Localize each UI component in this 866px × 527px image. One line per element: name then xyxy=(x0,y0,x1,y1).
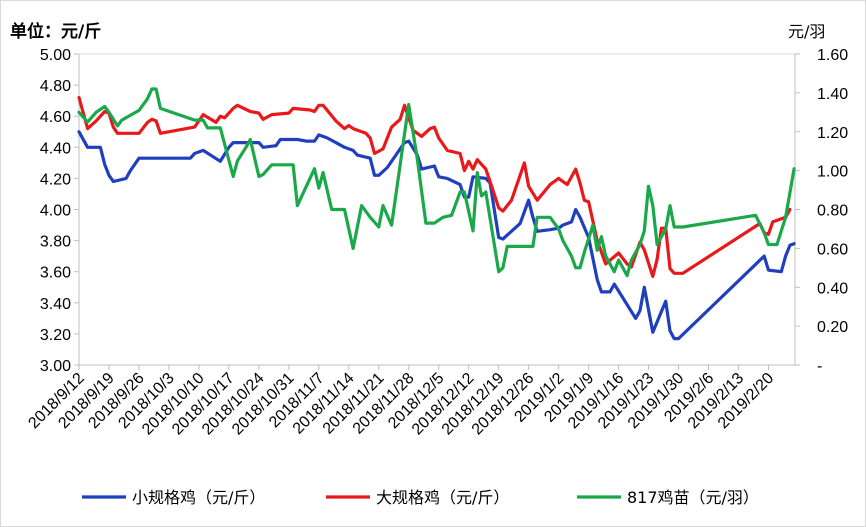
right-tick-label: 0.20 xyxy=(817,319,848,336)
right-axis-unit: 元/羽 xyxy=(788,22,825,41)
series-layer xyxy=(77,87,796,341)
left-axis-unit: 单位：元/斤 xyxy=(10,21,101,42)
right-tick-label: - xyxy=(817,358,822,375)
right-tick-label: 1.60 xyxy=(817,47,848,64)
left-tick-label: 3.40 xyxy=(40,296,71,313)
left-tick-label: 3.60 xyxy=(40,265,71,282)
left-tick-label: 3.80 xyxy=(40,234,71,251)
left-tick-label: 4.00 xyxy=(40,203,71,220)
legend-label-2: 大规格鸡（元/斤） xyxy=(376,488,509,507)
left-tick-label: 5.00 xyxy=(40,47,71,64)
left-tick-label: 3.00 xyxy=(40,358,71,375)
left-y-axis: 3.00 3.20 3.40 3.60 3.80 4.00 4.20 4.40 4.60 4.80… xyxy=(40,47,80,375)
legend-label-1: 小规格鸡（元/斤） xyxy=(132,488,265,507)
x-axis: 2018/9/122018/9/192018/9/262018/10/32018… xyxy=(25,364,795,438)
right-tick-label: 1.20 xyxy=(817,125,848,142)
left-tick-label: 3.20 xyxy=(40,327,71,344)
left-tick-label: 4.40 xyxy=(40,140,71,157)
right-tick-label: 0.40 xyxy=(817,280,848,297)
series-line-3 xyxy=(77,87,796,278)
left-tick-label: 4.80 xyxy=(40,78,71,95)
series-line-1 xyxy=(77,130,796,341)
legend: 小规格鸡（元/斤） 大规格鸡（元/斤） 817鸡苗（元/羽） xyxy=(82,488,759,507)
legend-label-3: 817鸡苗（元/羽） xyxy=(627,488,759,507)
plot-area xyxy=(78,53,796,366)
right-tick-label: 0.60 xyxy=(817,241,848,258)
right-tick-label: 1.00 xyxy=(817,164,848,181)
left-tick-label: 4.60 xyxy=(40,109,71,126)
right-tick-label: 1.40 xyxy=(817,86,848,103)
series-line-2 xyxy=(77,95,792,278)
right-tick-label: 0.80 xyxy=(817,203,848,220)
left-tick-label: 4.20 xyxy=(40,171,71,188)
right-y-axis: - 0.20 0.40 0.60 0.80 1.00 1.20 1.40 1.60 xyxy=(794,47,848,375)
